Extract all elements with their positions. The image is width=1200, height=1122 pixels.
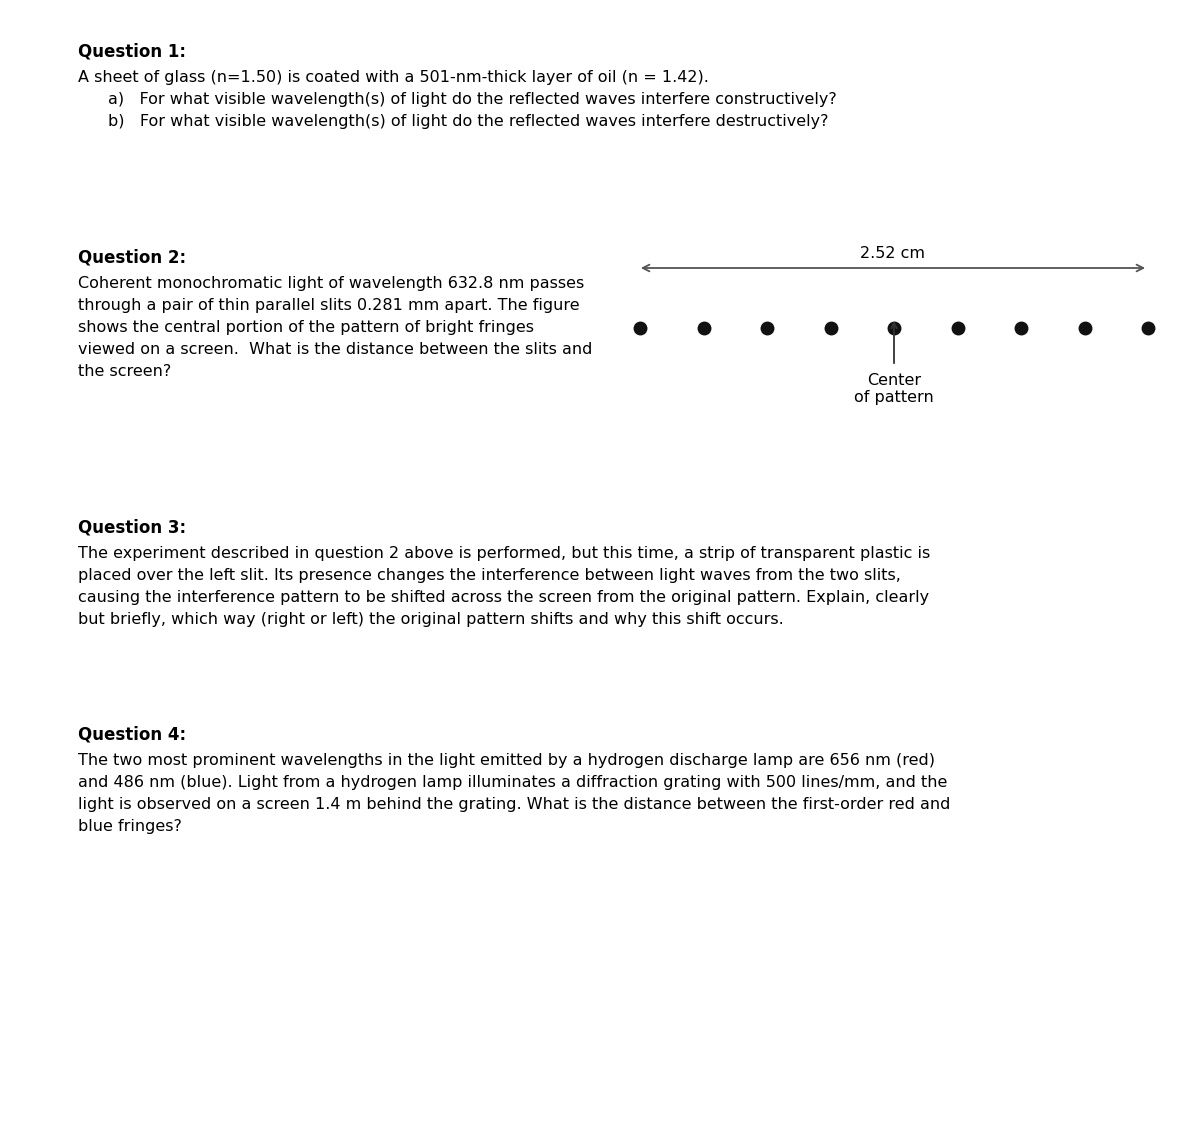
Text: placed over the left slit. Its presence changes the interference between light w: placed over the left slit. Its presence … (78, 568, 901, 583)
Text: a)   For what visible wavelength(s) of light do the reflected waves interfere co: a) For what visible wavelength(s) of lig… (108, 92, 836, 107)
Text: light is observed on a screen 1.4 m behind the grating. What is the distance bet: light is observed on a screen 1.4 m behi… (78, 797, 950, 812)
Text: The two most prominent wavelengths in the light emitted by a hydrogen discharge : The two most prominent wavelengths in th… (78, 753, 935, 767)
Text: A sheet of glass (n=1.50) is coated with a 501-nm-thick layer of oil (n = 1.42).: A sheet of glass (n=1.50) is coated with… (78, 70, 709, 85)
Text: Question 1:: Question 1: (78, 42, 186, 59)
Text: shows the central portion of the pattern of bright fringes: shows the central portion of the pattern… (78, 320, 534, 335)
Text: The experiment described in question 2 above is performed, but this time, a stri: The experiment described in question 2 a… (78, 546, 930, 561)
Text: Question 2:: Question 2: (78, 248, 186, 266)
Text: Question 3:: Question 3: (78, 518, 186, 536)
Text: the screen?: the screen? (78, 364, 172, 379)
Text: blue fringes?: blue fringes? (78, 819, 182, 834)
Text: and 486 nm (blue). Light from a hydrogen lamp illuminates a diffraction grating : and 486 nm (blue). Light from a hydrogen… (78, 775, 947, 790)
Text: through a pair of thin parallel slits 0.281 mm apart. The figure: through a pair of thin parallel slits 0.… (78, 298, 580, 313)
Text: viewed on a screen.  What is the distance between the slits and: viewed on a screen. What is the distance… (78, 342, 593, 357)
Text: Coherent monochromatic light of wavelength 632.8 nm passes: Coherent monochromatic light of waveleng… (78, 276, 584, 291)
Text: b)   For what visible wavelength(s) of light do the reflected waves interfere de: b) For what visible wavelength(s) of lig… (108, 114, 828, 129)
Text: Question 4:: Question 4: (78, 725, 186, 743)
Text: 2.52 cm: 2.52 cm (860, 246, 925, 261)
Text: causing the interference pattern to be shifted across the screen from the origin: causing the interference pattern to be s… (78, 590, 929, 605)
Text: but briefly, which way (right or left) the original pattern shifts and why this : but briefly, which way (right or left) t… (78, 611, 784, 627)
Text: Center
of pattern: Center of pattern (854, 373, 934, 405)
